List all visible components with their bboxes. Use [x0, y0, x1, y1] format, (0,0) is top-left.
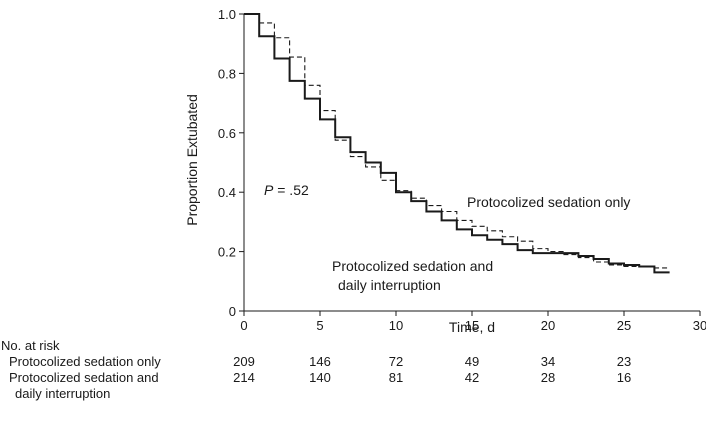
risk-cell: 42	[464, 370, 480, 385]
x-ticks: 0 5 10 15 20 25 30	[240, 311, 706, 333]
risk-cell: 146	[309, 354, 331, 369]
y-tick-label: 1.0	[218, 7, 236, 22]
risk-row-sedation-interruption: Protocolized sedation and daily interrup…	[0, 370, 706, 402]
y-tick-label: 0.4	[218, 185, 236, 200]
risk-cell: 140	[309, 370, 331, 385]
label-sedation-only: Protocolized sedation only	[467, 194, 630, 210]
risk-cell: 23	[616, 354, 632, 369]
x-tick-label: 5	[316, 318, 323, 333]
risk-cell: 81	[388, 370, 404, 385]
km-chart: 0 0.2 0.4 0.6 0.8 1.0 0 5 10 15 20 25 30 Proportion…	[184, 7, 706, 335]
risk-cell: 209	[233, 354, 255, 369]
risk-cell: 34	[540, 354, 556, 369]
x-tick-label: 30	[693, 318, 706, 333]
x-tick-label: 20	[541, 318, 555, 333]
y-tick-label: 0	[229, 304, 236, 319]
risk-cell: 28	[540, 370, 556, 385]
p-value-annotation: P = .52	[264, 182, 309, 198]
risk-row-label: Protocolized sedation only	[9, 354, 209, 370]
risk-cell: 214	[233, 370, 255, 385]
label-interruption-line2: daily interruption	[338, 277, 441, 293]
risk-cell: 49	[464, 354, 480, 369]
risk-row-label: Protocolized sedation and daily interrup…	[9, 370, 209, 402]
risk-row-label-line2: daily interruption	[15, 386, 111, 401]
x-tick-label: 10	[389, 318, 403, 333]
x-tick-label: 0	[240, 318, 247, 333]
risk-cell: 72	[388, 354, 404, 369]
series-layer	[244, 13, 670, 274]
label-interruption-line1: Protocolized sedation and	[332, 258, 493, 274]
y-tick-label: 0.8	[218, 66, 236, 81]
y-ticks: 0 0.2 0.4 0.6 0.8 1.0	[218, 7, 244, 319]
y-tick-label: 0.2	[218, 245, 236, 260]
series-line-sedation-interruption	[244, 13, 670, 274]
x-axis-title: Time, d	[449, 319, 495, 335]
number-at-risk-table: No. at risk Protocolized sedation only 2…	[0, 338, 706, 438]
p-value: = .52	[273, 182, 309, 198]
risk-table-heading: No. at risk	[1, 338, 60, 353]
risk-cell: 16	[616, 370, 632, 385]
x-tick-label: 15	[465, 318, 479, 333]
y-axis-title: Proportion Extubated	[184, 94, 200, 226]
risk-row-sedation-only: Protocolized sedation only 209 146 72 49…	[0, 354, 706, 386]
x-tick-label: 25	[617, 318, 631, 333]
y-tick-label: 0.6	[218, 126, 236, 141]
risk-row-label-line1: Protocolized sedation only	[9, 354, 161, 369]
risk-row-label-line1: Protocolized sedation and	[9, 370, 159, 385]
p-symbol: P	[264, 182, 274, 198]
